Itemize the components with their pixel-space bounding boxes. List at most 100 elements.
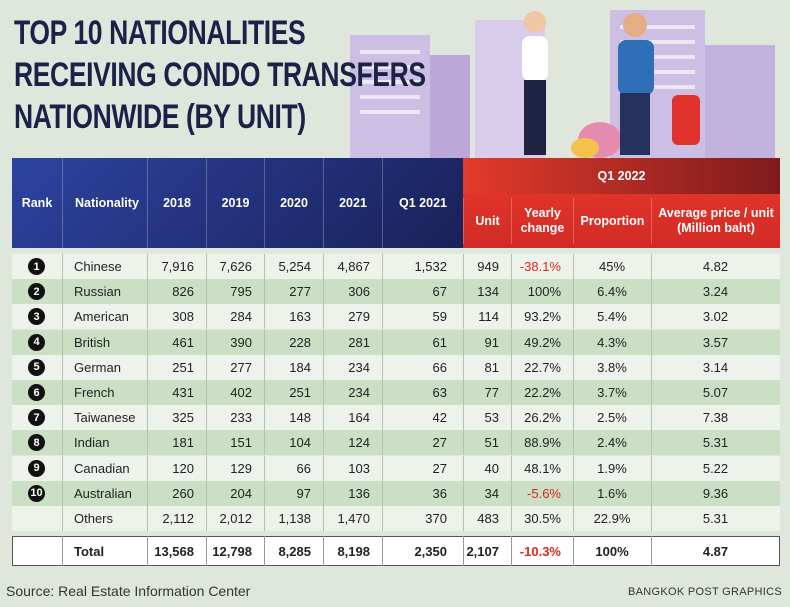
- total-cell: -10.3%: [519, 543, 561, 559]
- column-divider: [62, 536, 63, 566]
- title-line: TOP 10 NATIONALITIES: [14, 14, 306, 52]
- column-divider: [264, 480, 265, 506]
- cell: 114: [478, 309, 499, 325]
- column-divider: [323, 480, 324, 506]
- cell: 66: [296, 460, 311, 476]
- cell: 233: [230, 410, 252, 426]
- cell: 7,626: [219, 259, 252, 274]
- column-divider: [382, 480, 383, 506]
- row-bg: [12, 455, 780, 481]
- cell: 2.5%: [597, 410, 627, 426]
- column-divider: [147, 430, 148, 456]
- column-divider: [382, 380, 383, 405]
- column-header: 2019: [206, 158, 264, 248]
- row-bg: [12, 329, 780, 355]
- cell: Taiwanese: [74, 410, 136, 426]
- group-header: Q1 2022: [597, 168, 646, 183]
- row-bg: [12, 380, 780, 405]
- cell: 234: [348, 385, 370, 400]
- cell: 370: [425, 511, 447, 526]
- column-divider: [382, 304, 383, 330]
- column-divider: [573, 329, 574, 355]
- column-divider: [264, 354, 265, 380]
- woman-legs: [524, 80, 546, 155]
- column-divider: [573, 430, 574, 456]
- column-divider: [511, 536, 512, 566]
- column-divider: [323, 254, 324, 279]
- total-label: Total: [74, 543, 105, 559]
- cell: 284: [230, 309, 252, 325]
- total-row-bg: [12, 536, 780, 566]
- column-divider: [651, 304, 652, 330]
- column-divider: [573, 279, 574, 305]
- cell: 77: [484, 385, 499, 400]
- column-divider: [147, 405, 148, 431]
- cell: 234: [348, 359, 370, 375]
- column-divider: [651, 329, 652, 355]
- column-divider: [62, 380, 63, 405]
- suitcase: [672, 95, 700, 145]
- cell: 129: [230, 460, 252, 476]
- column-divider: [206, 480, 207, 506]
- cell: 3.8%: [597, 359, 627, 375]
- column-header: 2021: [323, 158, 382, 248]
- rank-badge: 6: [28, 384, 45, 401]
- column-divider: [206, 279, 207, 305]
- total-cell: 8,198: [337, 543, 370, 559]
- column-divider: [62, 304, 63, 330]
- cell: 100%: [527, 284, 561, 300]
- cell: 5.4%: [597, 309, 627, 325]
- row-bg: [12, 279, 780, 305]
- cell: 1,532: [414, 259, 447, 274]
- column-divider: [147, 279, 148, 305]
- cell: Others: [74, 511, 114, 526]
- cell: 3.7%: [597, 385, 627, 400]
- cell: 795: [230, 284, 252, 300]
- man-head: [623, 13, 647, 37]
- column-divider: [62, 279, 63, 305]
- cell: 277: [289, 284, 311, 300]
- cell: 63: [432, 385, 447, 400]
- total-cell: 2,350: [414, 543, 447, 559]
- column-divider: [511, 506, 512, 531]
- cell: 91: [484, 334, 499, 350]
- row-bg: [12, 304, 780, 330]
- rank-badge: 3: [28, 308, 45, 326]
- column-divider: [463, 254, 464, 279]
- man-shirt: [618, 40, 654, 95]
- column-divider: [206, 430, 207, 456]
- column-divider: [511, 354, 512, 380]
- column-divider: [147, 455, 148, 481]
- column-divider: [511, 254, 512, 279]
- cell: 3.24: [702, 284, 729, 300]
- column-divider: [264, 536, 265, 566]
- column-divider: [651, 380, 652, 405]
- column-divider: [463, 480, 464, 506]
- column-divider: [463, 430, 464, 456]
- column-divider: [264, 405, 265, 431]
- column-divider: [62, 506, 63, 531]
- column-header: 2020: [264, 158, 323, 248]
- cell: 53: [484, 410, 499, 426]
- column-divider: [573, 480, 574, 506]
- column-divider: [573, 536, 574, 566]
- cell: German: [74, 359, 121, 375]
- cell: 59: [432, 309, 447, 325]
- column-header: Nationality: [62, 158, 147, 248]
- cell: 7,916: [161, 259, 194, 274]
- column-header: 2018: [147, 158, 206, 248]
- cell: 2,112: [162, 511, 194, 526]
- cell: -38.1%: [519, 259, 561, 274]
- cell: 66: [432, 359, 447, 375]
- column-divider: [62, 329, 63, 355]
- column-divider: [573, 254, 574, 279]
- column-divider: [382, 354, 383, 380]
- cell: 42: [432, 410, 447, 426]
- row-bg: [12, 354, 780, 380]
- cell: 431: [172, 385, 194, 400]
- column-divider: [264, 380, 265, 405]
- cell: 4,867: [337, 259, 370, 274]
- column-divider: [206, 254, 207, 279]
- cell: 22.2%: [524, 385, 561, 400]
- cell: 9.36: [702, 485, 729, 501]
